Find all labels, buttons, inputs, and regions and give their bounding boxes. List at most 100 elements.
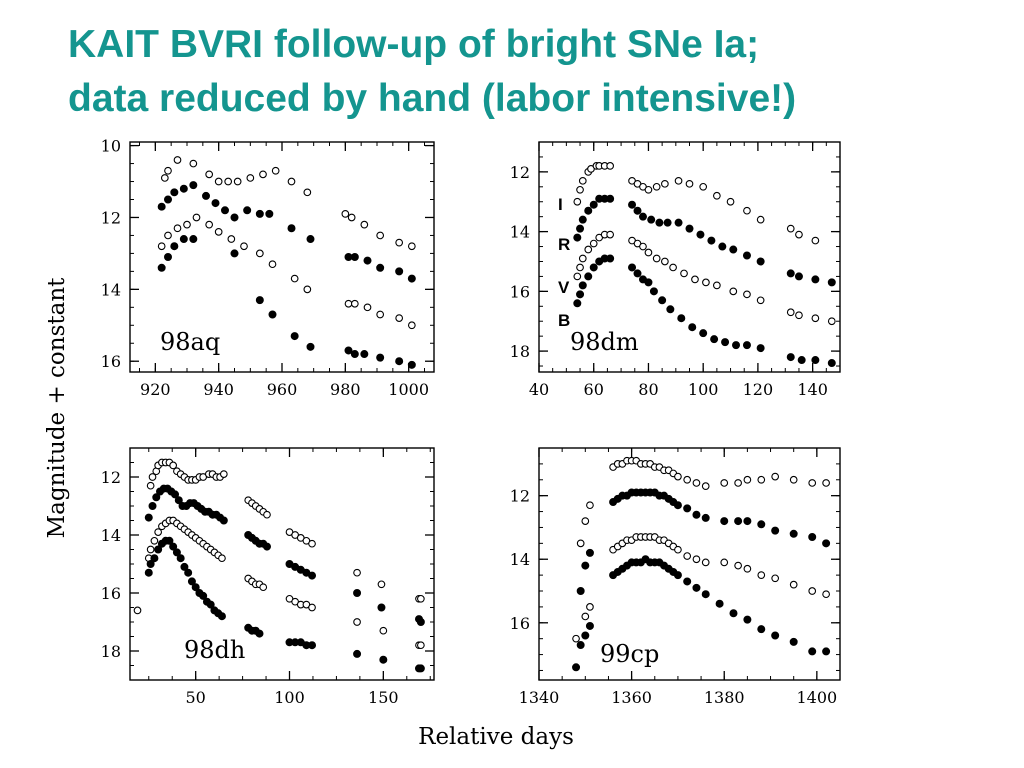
panel-label-99cp: 99cp [600,640,659,668]
filled-data-point [692,583,701,592]
filled-data-point [683,504,692,513]
open-data-point [377,580,386,589]
filled-data-point [649,287,658,296]
filled-data-point [220,206,229,215]
open-data-point [734,561,742,570]
filled-data-point [734,517,743,526]
filled-data-point [576,641,585,650]
filled-data-point [628,200,637,209]
filled-data-point [150,554,159,563]
filled-data-point [673,571,682,580]
open-data-point [822,479,830,487]
open-data-point [669,263,677,272]
open-data-point [683,552,692,560]
open-data-point [308,603,316,612]
filled-data-point [827,278,836,287]
open-data-point [376,231,385,240]
y-tick-label: 16 [101,584,121,603]
open-data-point [771,472,780,481]
filled-data-point [377,603,386,612]
x-tick-label: 100 [274,688,305,707]
open-data-point [639,242,647,251]
open-data-point [214,227,223,236]
filled-data-point [576,290,585,299]
band-label-i: I [558,195,563,214]
title-line-2: data reduced by hand (labor intensive!) [68,77,797,120]
open-data-point [573,197,582,206]
open-data-point [169,461,178,470]
filled-data-point [692,510,701,519]
filled-data-point [701,513,710,522]
filled-data-point [771,526,780,535]
filled-data-point [265,209,274,218]
x-tick-label: 1340 [519,688,560,707]
filled-data-point [308,641,317,650]
filled-data-point [172,548,181,557]
series-98aq-1 [157,181,416,283]
filled-data-point [395,267,404,276]
filled-data-point [720,517,729,526]
open-data-point [576,185,584,194]
filled-data-point [179,184,188,193]
filled-data-point [416,618,425,627]
open-data-point [680,269,688,278]
open-data-point [795,230,803,239]
open-data-point [246,174,255,182]
open-data-point [713,281,721,290]
open-data-point [586,501,594,510]
band-labels: I R V B [558,195,570,330]
filled-data-point [808,647,817,656]
series-98dh-3 [144,536,425,673]
plot-frame-98dh [129,447,435,681]
x-tick-label: 80 [638,380,658,399]
filled-data-point [699,329,708,338]
y-tick-label: 10 [101,137,121,156]
series-98dm-1 [573,194,836,287]
open-data-point [164,231,172,240]
filled-data-point [589,263,598,272]
filled-data-point [606,254,615,263]
open-data-point [173,224,182,233]
filled-data-point [794,272,803,281]
filled-data-point [376,263,385,272]
open-data-point [811,314,820,323]
open-data-point [606,162,614,170]
series-98aq-2 [157,213,416,330]
open-data-point [644,248,653,257]
filled-data-point [363,256,372,265]
x-tick-label: 960 [267,380,298,399]
open-data-point [692,555,701,564]
filled-data-point [308,571,317,580]
filled-data-point [789,529,798,538]
filled-data-point [176,554,185,563]
series-99cp-0 [576,456,830,548]
filled-data-point [606,194,615,203]
open-data-point [219,470,228,478]
x-tick-label: 40 [529,380,549,399]
filled-data-point [407,360,416,369]
filled-data-point [353,589,362,598]
filled-data-point [707,236,716,245]
y-tick-label: 14 [101,526,121,545]
open-data-point [827,317,836,326]
y-tick-label: 16 [101,352,121,371]
filled-data-point [742,251,751,260]
x-tick-label: 120 [743,380,774,399]
filled-data-point [743,615,752,624]
filled-data-point [638,212,647,221]
filled-data-point [189,181,198,190]
filled-data-point [710,335,719,344]
filled-data-point [663,218,672,227]
open-data-point [360,220,369,229]
filled-data-point [290,332,299,341]
x-tick-label: 1380 [704,688,745,707]
filled-data-point [673,501,682,510]
open-data-point [150,536,159,545]
open-data-point [786,224,795,233]
filled-data-point [757,520,766,529]
filled-data-point [165,536,174,545]
open-data-point [606,230,614,239]
open-data-point [581,612,590,621]
open-data-point [192,213,201,222]
open-data-point [146,481,155,490]
